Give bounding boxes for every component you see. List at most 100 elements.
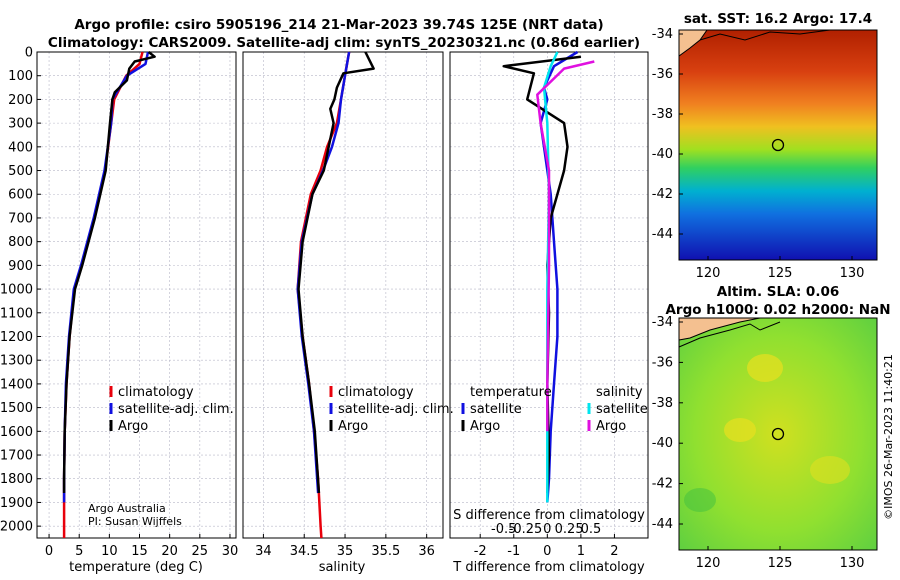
salinity-legend: climatology satellite-adj. clim. Argo (329, 385, 454, 434)
series-argo (297, 51, 375, 494)
x-tick-label: 1 (577, 544, 585, 559)
series-satellite-adj-clim- (62, 51, 150, 503)
salinity-xlabel: salinity (319, 560, 366, 575)
y-tick-label: 900 (8, 259, 33, 274)
temperature-grid (37, 51, 236, 538)
x-tick-label: -1 (507, 544, 520, 559)
y-tick-label: 1000 (0, 283, 33, 298)
imos-stamp: ©IMOS 26-Mar-2023 11:40:21 (882, 354, 895, 520)
legend-temp-argo: Argo (470, 419, 500, 434)
sdiff-tick-label: 0.5 (581, 522, 602, 537)
map-lat-label: -40 (652, 436, 673, 451)
sla-blob (810, 456, 850, 484)
map-lon-label: 125 (768, 556, 793, 571)
salinity-series (296, 51, 375, 539)
legend-sal-satellite: satellite (596, 402, 648, 417)
sst-map-image (679, 30, 877, 260)
tdiff-xlabel: T difference from climatology (452, 560, 645, 575)
temperature-frame (36, 51, 237, 539)
series-argo (62, 51, 156, 493)
sla-blob (684, 488, 716, 512)
map-lat-label: -36 (652, 355, 673, 370)
y-tick-label: 2000 (0, 520, 33, 535)
sdiff-tick-label: -0.5 (491, 522, 516, 537)
sla-argo-marker (771, 427, 785, 441)
salinity-tick-labels: 34 34.5 35 35.5 36 (255, 534, 435, 559)
sdiff-tick-label: 0 (543, 522, 551, 537)
y-tick-label: 1500 (0, 401, 33, 416)
map-lon-label: 120 (696, 556, 721, 571)
y-tick-label: 400 (8, 140, 33, 155)
temperature-tick-labels: 0 5 10 15 20 25 30 (45, 534, 238, 559)
sst-argo-marker (771, 138, 785, 152)
difference-panel: -2 -1 0 1 2 -0.5-0.25 0 0.250.5 S difference f… (449, 50, 649, 575)
y-tick-label: 300 (8, 117, 33, 132)
temperature-legend: climatology satellite-adj. clim. Argo (109, 385, 234, 434)
figure-title-line2: Climatology: CARS2009. Satellite-adj cli… (48, 35, 640, 51)
map-lat-label: -40 (652, 147, 673, 162)
legend-argo: Argo (118, 419, 148, 434)
y-tick-label: 1200 (0, 330, 33, 345)
x-tick-label: 2 (610, 544, 618, 559)
sst-map-frame (678, 29, 878, 261)
y-tick-label: 700 (8, 211, 33, 226)
tdiff-tick-labels: -2 -1 0 1 2 (474, 534, 619, 559)
temperature-series (62, 51, 156, 538)
legend-temp-satellite: satellite (470, 402, 522, 417)
y-tick-label: 0 (25, 46, 33, 61)
salinity-frame (242, 51, 444, 539)
series-temperature-argo (502, 55, 582, 494)
y-tick-label: 1800 (0, 472, 33, 487)
sdiff-tick-label: -0.25 (509, 522, 543, 537)
y-tick-label: 1900 (0, 496, 33, 511)
sla-map-title1: Altim. SLA: 0.06 (717, 284, 839, 300)
sst-coastline (699, 29, 831, 41)
temperature-xlabel: temperature (deg C) (69, 560, 203, 575)
x-tick-label: 35 (337, 544, 354, 559)
sla-map-frame (678, 317, 878, 551)
x-tick-label: 35.5 (371, 544, 400, 559)
x-tick-label: -2 (474, 544, 487, 559)
map-lat-label: -44 (652, 227, 673, 242)
y-tick-label: 1400 (0, 377, 33, 392)
map-lon-label: 120 (696, 266, 721, 281)
map-lat-label: -34 (652, 315, 673, 330)
y-tick-label: 600 (8, 188, 33, 203)
series-salinity-argo (536, 60, 595, 432)
figure-title-line1: Argo profile: csiro 5905196_214 21-Mar-2… (74, 17, 603, 33)
sst-map: sat. SST: 16.2 Argo: 17.4 -34 -36 -38 -40 -4… (652, 11, 878, 281)
y-tick-label: 100 (8, 69, 33, 84)
x-tick-label: 36 (418, 544, 435, 559)
x-tick-label: 5 (75, 544, 83, 559)
y-tick-label: 500 (8, 164, 33, 179)
difference-legend: temperature satellite Argo salinity sate… (461, 385, 648, 434)
sla-blob (747, 354, 783, 382)
sla-blob (724, 418, 756, 442)
difference-series (502, 50, 595, 503)
sst-map-ticks: -34 -36 -38 -40 -42 -44 120 125 130 (652, 27, 865, 281)
x-tick-label: 30 (222, 544, 239, 559)
legend-sal-argo: Argo (596, 419, 626, 434)
series-climatology (296, 51, 351, 539)
y-tick-label: 1600 (0, 425, 33, 440)
x-tick-label: 34 (255, 544, 272, 559)
sla-map: Altim. SLA: 0.06 Argo h1000: 0.02 h2000:… (652, 284, 891, 571)
legend-sal-header: salinity (596, 385, 643, 400)
x-tick-label: 20 (161, 544, 178, 559)
series-climatology (62, 51, 144, 538)
sdiff-tick-labels: -0.5-0.25 0 0.250.5 (491, 522, 601, 537)
map-lat-label: -44 (652, 517, 673, 532)
x-tick-label: 15 (131, 544, 148, 559)
map-lat-label: -34 (652, 27, 673, 42)
y-tick-label: 1100 (0, 306, 33, 321)
sla-map-ticks: -34 -36 -38 -40 -42 -44 120 125 130 (652, 315, 865, 571)
salinity-grid (243, 51, 443, 538)
map-lat-label: -36 (652, 67, 673, 82)
temperature-panel: 0 100 200 300 400 500 600 700 800 900 1000 1100 1200… (0, 46, 238, 576)
x-tick-label: 25 (192, 544, 209, 559)
y-tick-label: 200 (8, 93, 33, 108)
sla-coastline (678, 321, 781, 348)
x-tick-label: 34.5 (290, 544, 319, 559)
y-tick-label: 800 (8, 235, 33, 250)
